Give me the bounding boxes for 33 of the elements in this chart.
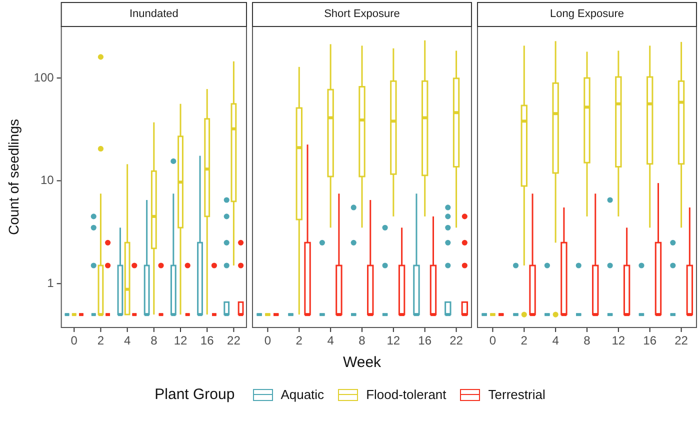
legend-title: Plant Group xyxy=(154,386,235,403)
y-tick-label: 10 xyxy=(40,173,54,188)
legend-label: Terrestrial xyxy=(488,387,546,402)
x-axis-title: Week xyxy=(342,354,382,372)
legend-label: Flood-tolerant xyxy=(366,387,446,402)
x-tick-label: 22 xyxy=(674,334,688,348)
x-tick-label: 0 xyxy=(489,334,496,348)
x-tick-label: 22 xyxy=(227,334,241,348)
y-tick-label: 100 xyxy=(34,70,54,84)
x-tick-label: 2 xyxy=(296,334,303,348)
x-tick-label: 0 xyxy=(70,334,78,348)
x-tick-label: 12 xyxy=(386,334,400,348)
chart-title: Inundated xyxy=(129,8,178,20)
x-tick-label: 16 xyxy=(418,334,432,348)
x-tick-label: 22 xyxy=(450,334,464,348)
x-tick-label: 4 xyxy=(327,334,334,348)
chart-title: Long Exposure xyxy=(550,8,624,20)
x-tick-label: 16 xyxy=(200,334,214,348)
x-tick-label: 12 xyxy=(174,334,188,348)
x-tick-label: 4 xyxy=(552,334,560,348)
x-tick-label: 2 xyxy=(520,334,528,348)
x-tick-label: 2 xyxy=(97,334,104,348)
chart-title: Short Exposure xyxy=(324,8,400,20)
x-tick-label: 0 xyxy=(264,334,272,348)
legend-label: Aquatic xyxy=(280,387,324,402)
x-tick-label: 4 xyxy=(124,334,131,348)
y-axis-title: Count of seedlings xyxy=(5,119,22,235)
x-tick-label: 8 xyxy=(584,334,591,348)
y-tick-label: 1 xyxy=(47,276,54,290)
x-tick-label: 8 xyxy=(358,334,366,348)
x-tick-label: 16 xyxy=(643,334,657,348)
x-tick-label: 8 xyxy=(150,334,158,348)
x-tick-label: 12 xyxy=(612,334,626,348)
